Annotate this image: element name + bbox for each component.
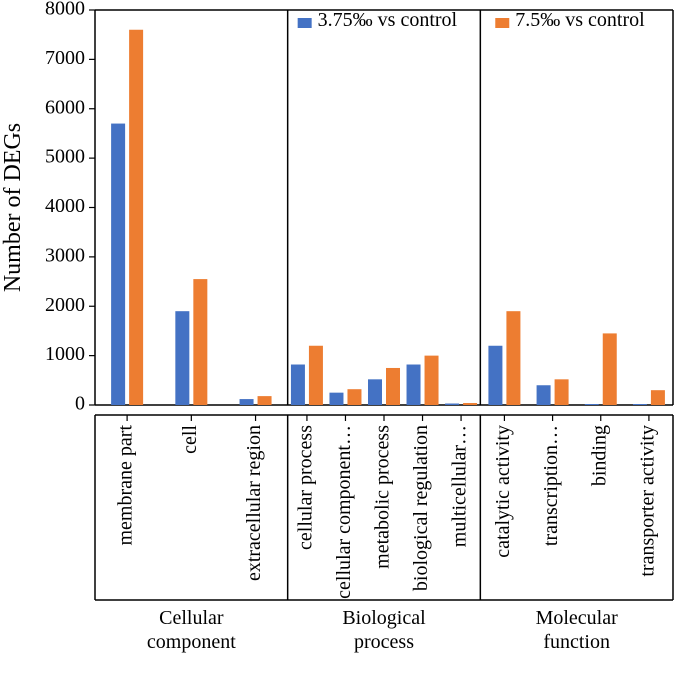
- x-tick-label-catalytic-activity: catalytic activity: [492, 425, 514, 558]
- bar-7-5-vs-control: [651, 390, 665, 405]
- bar-3-75-vs-control: [445, 404, 459, 405]
- x-tick-label-cellular-process: cellular process: [295, 425, 317, 550]
- y-tick-label: 2000: [45, 294, 85, 316]
- x-tick-label-transcription-ellipsis: transcription…: [540, 425, 562, 546]
- bar-3-75-vs-control: [585, 404, 599, 405]
- x-tick-label-cell: cell: [179, 425, 201, 454]
- bar-3-75-vs-control: [329, 393, 343, 405]
- bar-3-75-vs-control: [240, 399, 254, 405]
- bar-7-5-vs-control: [258, 396, 272, 405]
- legend-swatch-0: [298, 18, 312, 28]
- x-tick-label-biological-regulation: biological regulation: [410, 425, 432, 591]
- x-tick-label-membrane-part: membrane part: [115, 425, 137, 546]
- y-tick-label: 1000: [45, 343, 85, 365]
- bar-3-75-vs-control: [633, 404, 647, 405]
- bar-3-75-vs-control: [291, 365, 305, 405]
- bar-7-5-vs-control: [129, 30, 143, 405]
- x-tick-label-metabolic-process: metabolic process: [372, 425, 394, 569]
- bar-7-5-vs-control: [425, 356, 439, 405]
- bar-7-5-vs-control: [347, 389, 361, 405]
- bar-7-5-vs-control: [386, 368, 400, 405]
- y-tick-label: 6000: [45, 96, 85, 118]
- bar-3-75-vs-control: [368, 379, 382, 405]
- x-tick-label-transporter-activity: transporter activity: [637, 425, 659, 577]
- y-tick-label: 4000: [45, 195, 85, 217]
- deg-bar-chart: 0 1000 2000 3000 4000 5000 6000 7000 8000 Number …: [0, 0, 685, 673]
- bar-3-75-vs-control: [537, 385, 551, 405]
- bar-7-5-vs-control: [193, 279, 207, 405]
- bar-7-5-vs-control: [506, 311, 520, 405]
- x-tick-label-binding: binding: [588, 425, 610, 486]
- x-tick-label-multicellular-ellipsis: multicellular…: [449, 425, 471, 547]
- bar-3-75-vs-control: [488, 346, 502, 405]
- bar-7-5-vs-control: [309, 346, 323, 405]
- bar-3-75-vs-control: [407, 365, 421, 405]
- y-axis-label: Number of DEGs: [0, 123, 26, 292]
- legend-label-1: 7.5‰ vs control: [515, 9, 645, 31]
- y-tick-label: 3000: [45, 244, 85, 266]
- legend-swatch-1: [495, 18, 509, 28]
- bar-7-5-vs-control: [555, 379, 569, 405]
- bar-7-5-vs-control: [603, 333, 617, 405]
- bar-3-75-vs-control: [175, 311, 189, 405]
- legend-label-0: 3.75‰ vs control: [318, 9, 458, 31]
- x-tick-label-cellular-component-ellipsis: cellular component…: [333, 425, 355, 599]
- y-tick-label: 5000: [45, 146, 85, 168]
- bar-7-5-vs-control: [463, 403, 477, 405]
- y-tick-label: 8000: [45, 0, 85, 20]
- y-tick-label: 7000: [45, 47, 85, 69]
- x-tick-label-extracellular-region: extracellular region: [243, 425, 265, 581]
- y-tick-label: 0: [75, 393, 85, 415]
- bar-3-75-vs-control: [111, 124, 125, 405]
